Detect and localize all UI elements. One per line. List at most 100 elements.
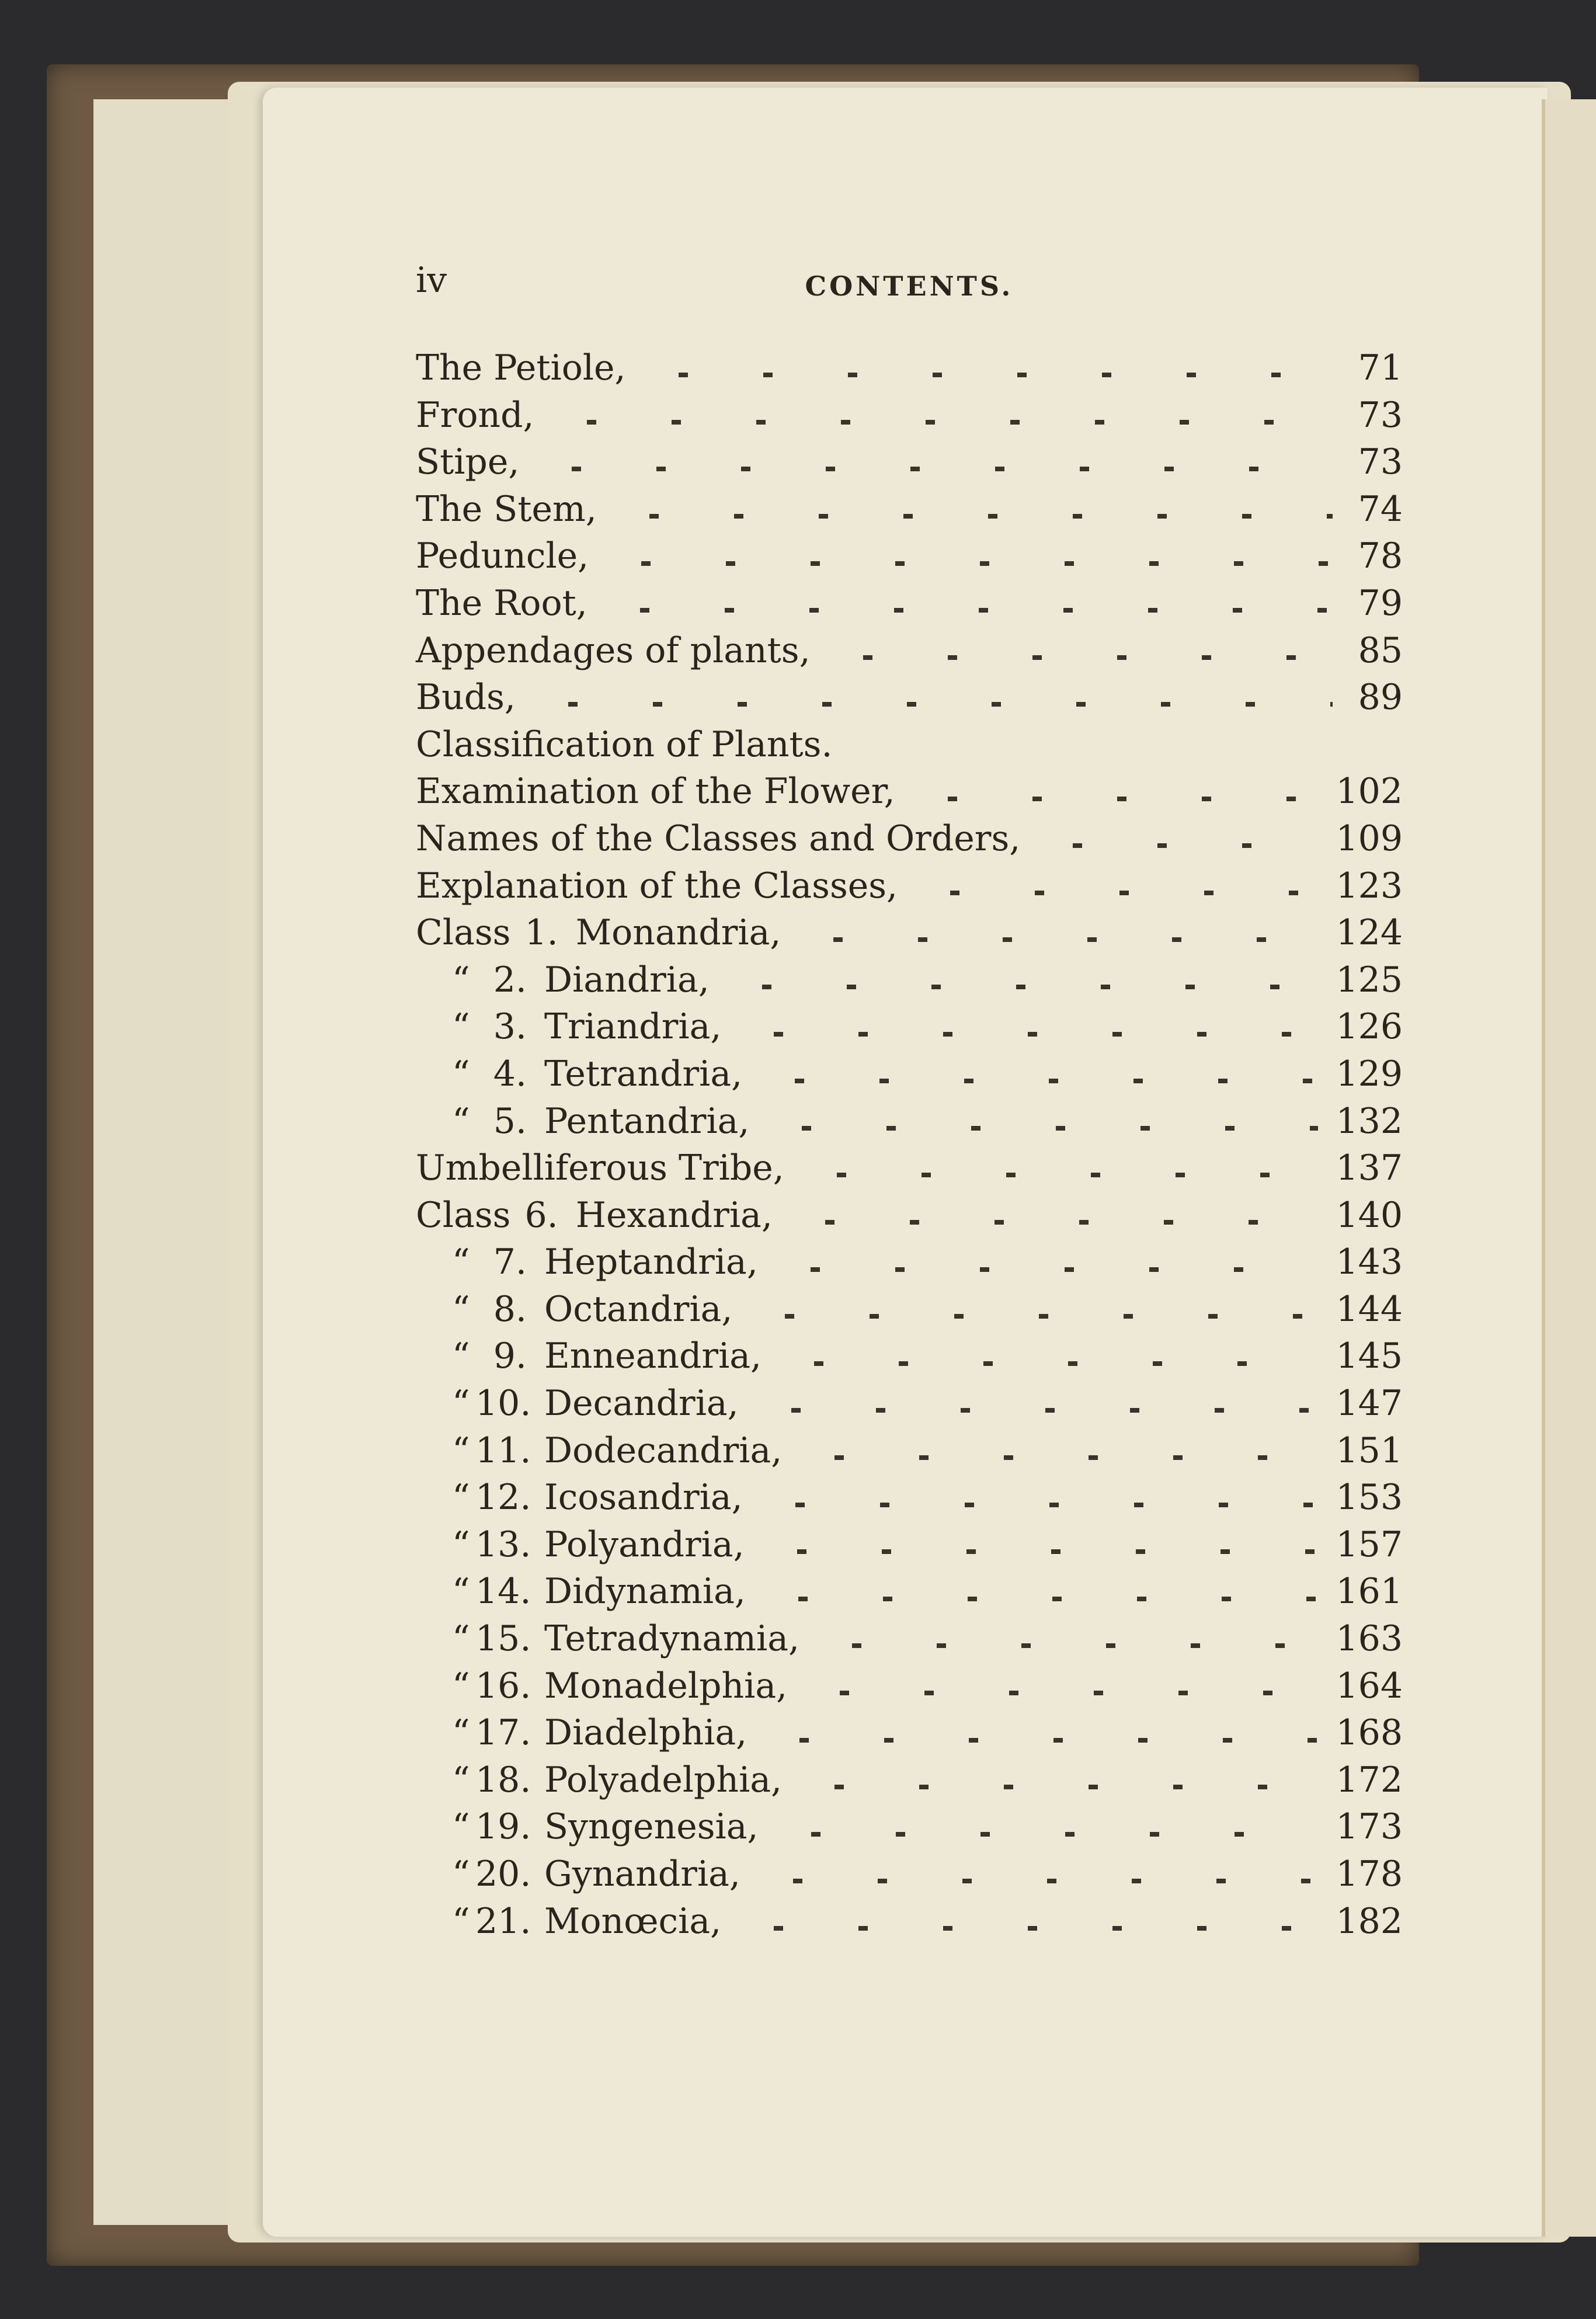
dot-leader	[551, 419, 1333, 425]
entry-number: 12.	[475, 1477, 531, 1518]
toc-entry: “20. Gynandria, 178	[416, 1854, 1403, 1901]
entry-page: 132	[1336, 1100, 1403, 1142]
entry-page: 151	[1336, 1430, 1403, 1471]
dot-leader	[776, 1831, 1319, 1837]
entry-page: 161	[1336, 1571, 1403, 1612]
toc-entry: The Root, 79	[416, 583, 1403, 630]
toc-entry: Examination of the Flower, 102	[416, 771, 1403, 818]
dot-leader	[533, 702, 1333, 707]
dot-leader	[779, 1361, 1319, 1366]
entry-page: 173	[1336, 1806, 1403, 1848]
dot-leader	[764, 1737, 1319, 1743]
entry-title: Stipe,	[416, 441, 520, 483]
toc-entry: “ 2. Diandria, 125	[416, 959, 1403, 1007]
toc-entry: Classification of Plants.	[416, 724, 1403, 771]
entry-title: Peduncle,	[416, 536, 589, 577]
entry-page: 129	[1336, 1053, 1403, 1094]
dot-leader	[801, 1173, 1319, 1178]
entry-page: 178	[1336, 1854, 1403, 1894]
ditto-mark: “	[452, 1053, 470, 1094]
entry-number: 14.	[475, 1571, 531, 1612]
entry-page: 78	[1358, 536, 1403, 577]
entry-title: Gynandria,	[544, 1854, 741, 1894]
toc-entry: “ 8. Octandria, 144	[416, 1289, 1403, 1336]
entry-page: 123	[1336, 865, 1403, 906]
dot-leader	[1038, 843, 1319, 849]
dot-leader	[537, 467, 1333, 472]
entry-title: Diadelphia,	[544, 1712, 747, 1754]
ditto-mark: “	[452, 1006, 470, 1048]
toc-entry: “ 7. Heptandria, 143	[416, 1242, 1403, 1289]
entry-page: 125	[1336, 959, 1403, 1000]
dot-leader	[799, 1785, 1319, 1790]
entry-number: 16.	[475, 1665, 531, 1706]
ditto-mark: “	[452, 959, 470, 1000]
entry-page: 163	[1336, 1618, 1403, 1660]
toc-entry: Explanation of the Classes, 123	[416, 865, 1403, 913]
entry-number: 15.	[475, 1618, 531, 1660]
entry-title: Polyandria,	[544, 1524, 745, 1565]
dot-leader	[775, 1267, 1319, 1272]
entry-title: Polyadelphia,	[544, 1759, 783, 1800]
toc-entry: “ 5. Pentandria, 132	[416, 1101, 1403, 1148]
entry-number: 19.	[475, 1806, 531, 1848]
entry-title: Frond,	[416, 394, 534, 436]
ditto-mark: “	[452, 1806, 470, 1848]
entry-page: 147	[1336, 1383, 1403, 1424]
dot-leader	[798, 937, 1319, 943]
dot-leader	[760, 1079, 1319, 1084]
entry-title: Monandria,	[575, 912, 781, 954]
toc-entry: Frond, 73	[416, 395, 1403, 442]
toc-entry: “13. Polyandria, 157	[416, 1524, 1403, 1572]
toc-entry: “11. Dodecandria, 151	[416, 1430, 1403, 1477]
entry-title: Triandria,	[544, 1006, 722, 1048]
dot-leader	[750, 1314, 1319, 1319]
toc-entry: Class 1. Monandria, 124	[416, 912, 1403, 959]
entry-number: 6.	[524, 1194, 558, 1236]
toc-entry: “21. Monœcia, 182	[416, 1901, 1403, 1948]
dot-leader	[763, 1596, 1319, 1601]
entry-page: 73	[1358, 394, 1403, 436]
entry-number: 1.	[524, 912, 558, 954]
entry-title: The Petiole,	[416, 347, 626, 388]
entry-page: 73	[1358, 441, 1403, 483]
entry-page: 79	[1358, 582, 1403, 624]
entry-page: 168	[1336, 1712, 1403, 1754]
entry-prefix: Class	[416, 1194, 511, 1236]
entry-title: Decandria,	[544, 1383, 739, 1424]
entry-title: Examination of the Flower,	[416, 771, 895, 812]
entry-page: 109	[1336, 818, 1403, 859]
entry-title: Buds,	[416, 677, 516, 718]
dot-leader	[726, 985, 1319, 990]
entry-title: Monœcia,	[544, 1900, 722, 1942]
entry-page: 164	[1336, 1665, 1403, 1706]
entry-page: 157	[1336, 1524, 1403, 1565]
toc-entry: Buds, 89	[416, 677, 1403, 724]
entry-title: The Stem,	[416, 488, 597, 530]
entry-number: 10.	[475, 1383, 531, 1424]
toc-entry: Names of the Classes and Orders, 109	[416, 818, 1403, 865]
entry-title: Explanation of the Classes,	[416, 865, 898, 906]
entry-title: Octandria,	[544, 1288, 733, 1330]
entry-number: 4.	[493, 1053, 527, 1094]
entry-title: Umbelliferous Tribe,	[416, 1148, 784, 1189]
entry-title: Tetrandria,	[544, 1053, 743, 1094]
entry-number: 3.	[493, 1006, 527, 1048]
ditto-mark: “	[452, 1618, 470, 1660]
entry-page: 140	[1336, 1194, 1403, 1236]
dot-leader	[799, 1455, 1319, 1460]
entry-page: 124	[1336, 912, 1403, 954]
ditto-mark: “	[452, 1336, 470, 1377]
entry-number: 2.	[493, 959, 527, 1000]
entry-page: 102	[1336, 771, 1403, 812]
entry-title: Names of the Classes and Orders,	[416, 818, 1021, 859]
entry-title: Diandria,	[544, 959, 710, 1000]
entry-title: Monadelphia,	[544, 1665, 788, 1706]
toc-entry: Umbelliferous Tribe, 137	[416, 1148, 1403, 1195]
entry-page: 172	[1336, 1759, 1403, 1800]
dot-leader	[790, 1219, 1319, 1225]
entry-number: 9.	[493, 1336, 527, 1377]
entry-page: 74	[1358, 488, 1403, 530]
entry-number: 13.	[475, 1524, 531, 1565]
entry-title: Pentandria,	[544, 1100, 750, 1142]
